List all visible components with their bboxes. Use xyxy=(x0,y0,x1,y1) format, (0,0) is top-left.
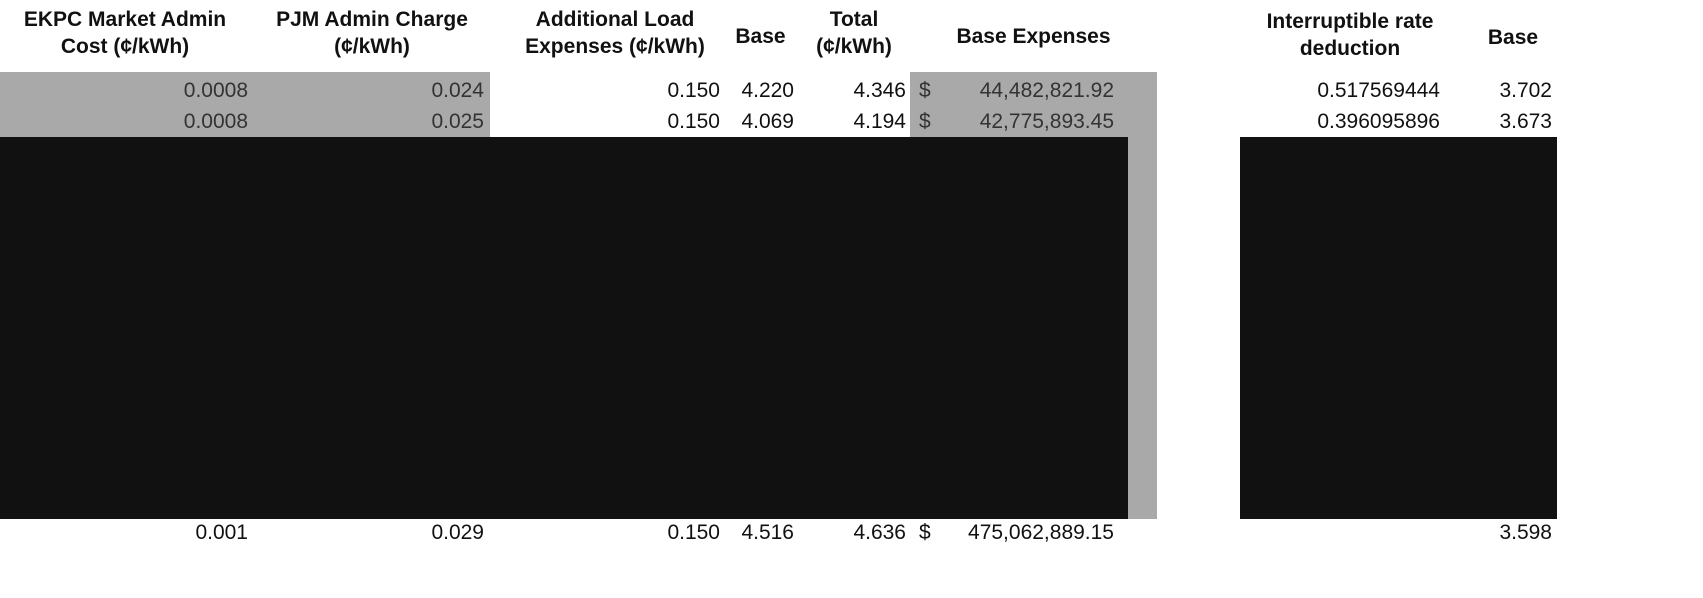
total-pjm: 0.029 xyxy=(431,521,484,544)
redaction-block-right xyxy=(1240,137,1557,519)
cell-base-right: 3.702 xyxy=(1499,79,1552,102)
header-interruptible-rate-deduction: Interruptible rate deduction xyxy=(1266,10,1434,60)
total-currency: $ xyxy=(919,521,931,544)
total-base-right: 3.598 xyxy=(1499,521,1552,544)
cell-base-expenses: 42,775,893.45 xyxy=(979,110,1114,133)
cell-base-expenses: 44,482,821.92 xyxy=(979,79,1114,102)
cell-total: 4.194 xyxy=(853,110,906,133)
header-additional-load: Additional Load Expenses (¢/kWh) xyxy=(525,8,705,58)
cell-ekpc: 0.0008 xyxy=(183,110,248,133)
redaction-block-main xyxy=(0,137,1128,519)
header-base: Base xyxy=(735,25,786,48)
shade-ekpc-pjm xyxy=(0,72,490,137)
header-base-expenses: Base Expenses xyxy=(956,25,1111,48)
cell-total: 4.346 xyxy=(853,79,906,102)
header-ekpc-market-admin: EKPC Market Admin Cost (¢/kWh) xyxy=(23,8,227,58)
header-base-right: Base xyxy=(1487,26,1539,49)
cell-currency: $ xyxy=(919,110,931,133)
total-total: 4.636 xyxy=(853,521,906,544)
cell-additional: 0.150 xyxy=(667,79,720,102)
total-base: 4.516 xyxy=(741,521,794,544)
cell-additional: 0.150 xyxy=(667,110,720,133)
cell-interruptible: 0.396095896 xyxy=(1317,110,1440,133)
cell-pjm: 0.024 xyxy=(431,79,484,102)
cell-currency: $ xyxy=(919,79,931,102)
total-ekpc: 0.001 xyxy=(195,521,248,544)
cell-pjm: 0.025 xyxy=(431,110,484,133)
total-additional: 0.150 xyxy=(667,521,720,544)
header-total: Total (¢/kWh) xyxy=(816,8,892,58)
cell-base: 4.069 xyxy=(741,110,794,133)
cell-interruptible: 0.517569444 xyxy=(1317,79,1440,102)
header-pjm-admin-charge: PJM Admin Charge (¢/kWh) xyxy=(276,8,468,58)
total-base-expenses: 475,062,889.15 xyxy=(968,521,1114,544)
cell-base-right: 3.673 xyxy=(1499,110,1552,133)
cell-base: 4.220 xyxy=(741,79,794,102)
cell-ekpc: 0.0008 xyxy=(183,79,248,102)
